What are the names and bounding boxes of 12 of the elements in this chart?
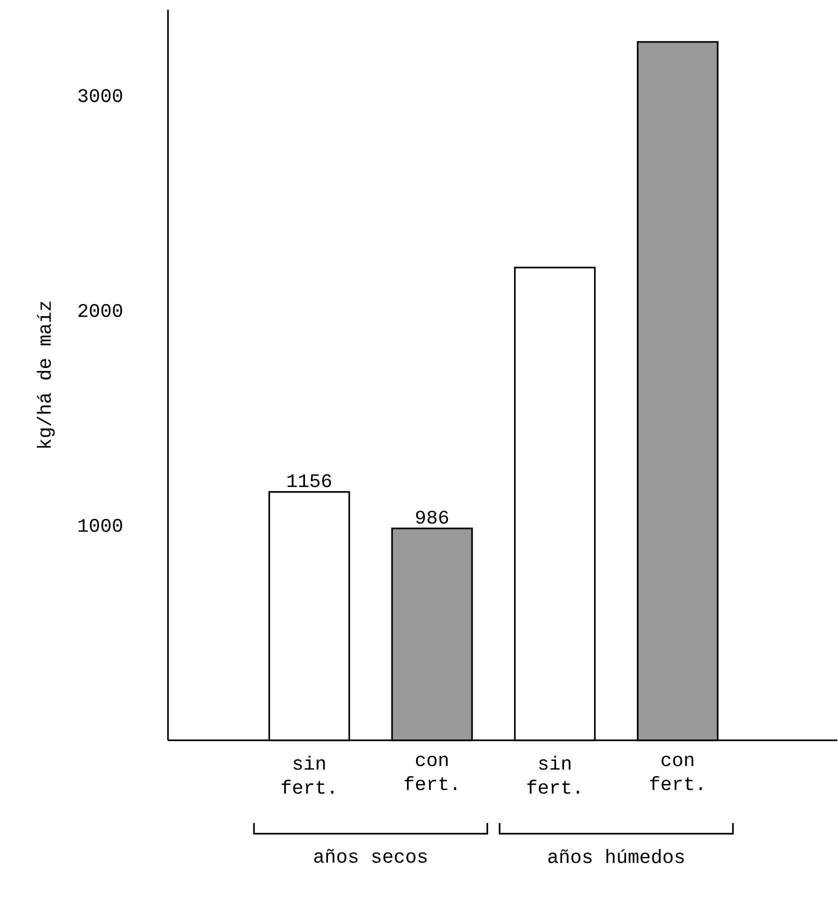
y-tick-label: 1000 [78, 518, 122, 532]
y-axis-title: kg/há de maíz [36, 302, 55, 448]
x-tick-label: sin fert. [527, 756, 579, 794]
text: 986 [416, 510, 448, 524]
text: años húmedos [548, 849, 684, 864]
x-tick-label: sin fert. [282, 756, 334, 794]
x-tick-label: con fert. [404, 756, 456, 790]
y-tick-label: 2000 [78, 304, 122, 318]
text: años secos [314, 849, 427, 863]
x-tick-label: con fert. [650, 756, 702, 790]
text: 1156 [288, 474, 331, 488]
y-tick-label: 3000 [78, 89, 122, 102]
